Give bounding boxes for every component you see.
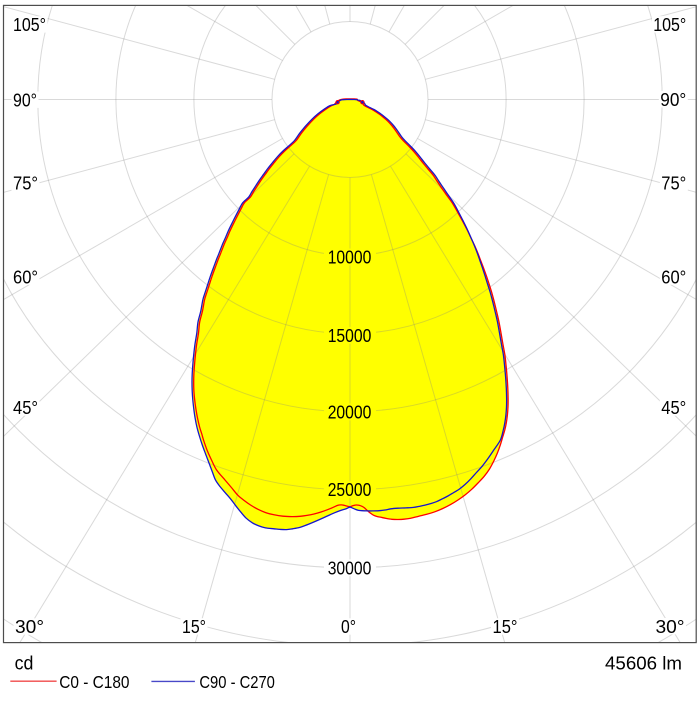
svg-text:75°: 75° <box>661 173 686 194</box>
svg-text:90°: 90° <box>13 89 37 110</box>
svg-text:30000: 30000 <box>328 558 372 579</box>
svg-text:90°: 90° <box>660 89 686 110</box>
svg-text:C90 - C270: C90 - C270 <box>199 672 275 692</box>
svg-text:30°: 30° <box>656 616 685 637</box>
svg-text:25000: 25000 <box>328 479 372 500</box>
svg-text:45606 lm: 45606 lm <box>605 652 682 673</box>
svg-text:15000: 15000 <box>328 325 372 346</box>
svg-text:15°: 15° <box>182 616 206 637</box>
svg-text:60°: 60° <box>661 266 686 287</box>
svg-text:10000: 10000 <box>328 247 372 268</box>
svg-text:cd: cd <box>15 653 34 674</box>
svg-text:45°: 45° <box>661 397 686 418</box>
svg-text:60°: 60° <box>13 266 38 287</box>
svg-text:20000: 20000 <box>328 402 372 423</box>
svg-text:0°: 0° <box>341 616 356 637</box>
svg-text:105°: 105° <box>653 14 686 35</box>
svg-text:105°: 105° <box>13 14 46 35</box>
svg-text:15°: 15° <box>493 616 518 637</box>
svg-text:45°: 45° <box>13 397 38 418</box>
svg-text:C0 - C180: C0 - C180 <box>59 672 130 692</box>
svg-text:30°: 30° <box>15 616 44 637</box>
svg-text:75°: 75° <box>13 173 38 194</box>
